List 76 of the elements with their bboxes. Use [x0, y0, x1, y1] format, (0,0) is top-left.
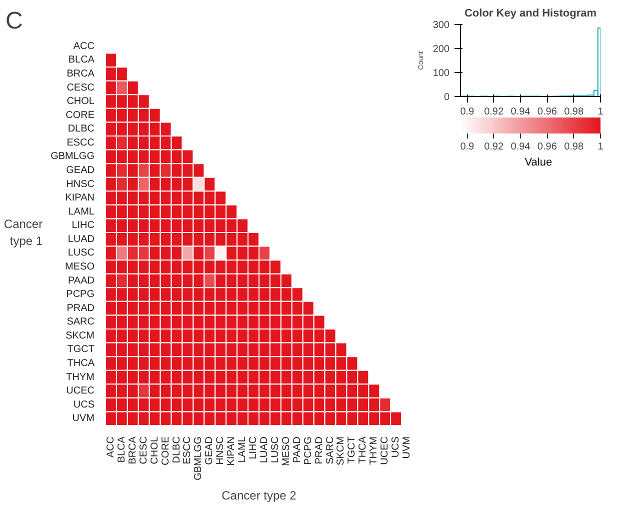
- y-tick-label: CHOL: [66, 96, 95, 108]
- x-tick-label: CORE: [160, 436, 172, 466]
- y-tick-label: UCS: [73, 399, 95, 410]
- y-tick-label: ACC: [73, 40, 95, 52]
- y-tick-label: PAAD: [68, 275, 95, 286]
- x-tick-label: 0.94: [510, 142, 531, 152]
- chart-title: C: [6, 8, 23, 34]
- y-tick-label: LUSC: [68, 248, 95, 259]
- x-tick-label: BLCA: [116, 436, 128, 463]
- x-tick-label: MESO: [280, 436, 292, 466]
- y-tick-label: 0: [444, 92, 450, 103]
- color-bar-label: 1: [598, 106, 604, 118]
- y-tick-label: LAML: [68, 206, 95, 218]
- y-tick-label: THYM: [66, 372, 95, 383]
- x-tick-label: 1: [598, 142, 604, 152]
- x-tick-label: SARC: [324, 436, 336, 464]
- color-bar-label: 0.92: [484, 106, 504, 118]
- x-tick-label: 0.92: [484, 142, 504, 152]
- x-tick-label: UCEC: [380, 436, 391, 465]
- y-tick-label: MESO: [65, 261, 95, 272]
- x-tick-label: CHOL: [149, 436, 160, 464]
- chart-title: Color Key and Histogram: [464, 8, 597, 20]
- x-tick-label: LIHC: [248, 436, 260, 460]
- y-tick-label: SARC: [66, 316, 95, 328]
- x-tick-label: LUAD: [258, 436, 270, 464]
- x-tick-label: 0.96: [537, 142, 558, 152]
- y-tick-label: CORE: [66, 110, 95, 121]
- y-tick-label: LUAD: [68, 234, 95, 245]
- x-tick-label: ACC: [105, 436, 116, 458]
- y-tick-label: TGCT: [67, 344, 94, 356]
- x-tick-label: ESCC: [182, 436, 194, 464]
- x-tick-label: PCPG: [302, 436, 314, 465]
- x-tick-label: UCS: [390, 436, 402, 458]
- x-tick-label: UVM: [402, 436, 413, 459]
- y-tick-label: BLCA: [68, 54, 95, 66]
- color-bar-title: Value: [524, 156, 552, 168]
- x-tick-label: THCA: [358, 436, 369, 464]
- y-tick-label: PCPG: [66, 289, 95, 300]
- y-tick-label: 200: [432, 44, 450, 55]
- y-tick-label: BRCA: [66, 68, 95, 80]
- color-bar-label: 0.9: [460, 106, 475, 118]
- y-tick-label: 300: [432, 20, 450, 31]
- x-tick-label: BRCA: [127, 436, 138, 464]
- y-tick-label: DLBC: [68, 124, 95, 135]
- color-bar-label: 0.94: [510, 106, 531, 118]
- x-tick-label: THYM: [368, 436, 380, 465]
- y-tick-label: HNSC: [66, 178, 95, 190]
- x-tick-label: SKCM: [336, 436, 347, 466]
- y-tick-label: GEAD: [66, 164, 95, 176]
- y-tick-label: PRAD: [66, 302, 95, 314]
- y-axis-title: Cancer type 1: [4, 217, 43, 248]
- y-tick-label: UCEC: [66, 386, 95, 397]
- y-tick-label: GBMLGG: [50, 151, 95, 162]
- x-tick-label: LAML: [237, 436, 248, 463]
- x-tick-label: CESC: [138, 436, 150, 464]
- y-tick-label: KIPAN: [65, 192, 95, 204]
- x-axis-title: Cancer type 2: [222, 488, 297, 502]
- color-bar-label: 0.98: [564, 106, 584, 118]
- x-tick-label: HNSC: [215, 436, 226, 465]
- x-tick-label: 0.9: [460, 142, 475, 152]
- y-tick-label: LIHC: [72, 220, 95, 232]
- x-tick-label: GEAD: [204, 436, 216, 465]
- y-tick-label: 100: [432, 68, 450, 79]
- x-tick-label: GBMLGG: [193, 436, 204, 480]
- y-tick-label: THCA: [67, 358, 95, 369]
- y-tick-label: UVM: [72, 413, 95, 424]
- y-tick-label: SKCM: [66, 330, 95, 342]
- x-tick-label: 0.98: [564, 142, 584, 152]
- x-tick-label: PAAD: [292, 436, 303, 463]
- color-bar-label: 0.96: [537, 106, 558, 118]
- x-tick-label: PRAD: [314, 436, 325, 464]
- x-tick-label: KIPAN: [226, 436, 238, 466]
- x-tick-label: TGCT: [346, 436, 358, 464]
- x-tick-label: DLBC: [171, 436, 182, 464]
- x-tick-label: LUSC: [270, 436, 281, 464]
- y-tick-label: CESC: [66, 82, 95, 94]
